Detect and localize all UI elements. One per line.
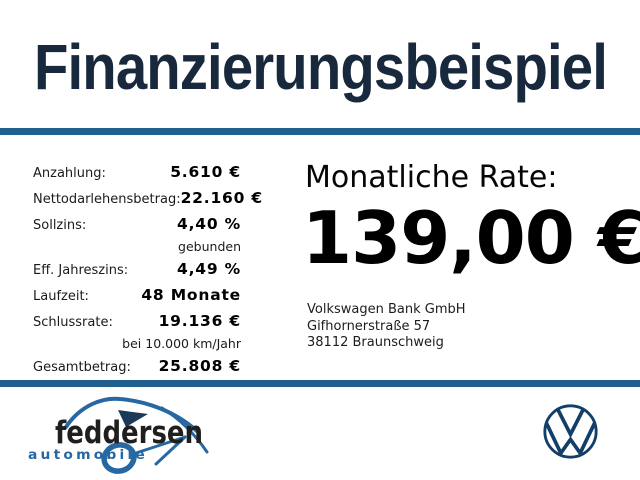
finance-value: 5.610 €	[170, 163, 241, 181]
bank-address: Volkswagen Bank GmbH Gifhornerstraße 57 …	[307, 302, 466, 352]
finance-subvalue: gebunden	[178, 239, 241, 254]
finance-row: Anzahlung: 5.610 €	[33, 163, 241, 183]
dealer-subtitle: automobile	[28, 448, 148, 463]
finance-row: Sollzins: 4,40 %	[33, 215, 241, 235]
finance-row: Laufzeit: 48 Monate	[33, 286, 241, 306]
bank-city: 38112 Braunschweig	[307, 335, 444, 350]
finance-label: Nettodarlehensbetrag:	[33, 192, 181, 207]
finance-value: 48 Monate	[141, 286, 241, 304]
car-sketch-icon: feddersen automobile	[28, 396, 209, 474]
finance-value: 4,40 %	[177, 215, 241, 233]
finance-row: Schlussrate: 19.136 €	[33, 312, 241, 332]
bank-street: Gifhornerstraße 57	[307, 318, 431, 334]
page-title: Finanzierungsbeispiel	[34, 31, 608, 103]
divider-top	[0, 128, 640, 135]
finance-label: Gesamtbetrag:	[33, 360, 131, 375]
finance-label: Laufzeit:	[33, 289, 89, 304]
finance-value: 19.136 €	[158, 312, 241, 330]
finance-row: Nettodarlehensbetrag: 22.160 €	[33, 189, 262, 209]
finance-label: Eff. Jahreszins:	[33, 263, 129, 278]
monthly-rate-label: Monatliche Rate:	[305, 160, 558, 195]
finance-label: Anzahlung:	[33, 166, 106, 181]
finance-value: 22.160 €	[180, 189, 263, 207]
monthly-rate-value: 139,00 €	[302, 196, 640, 280]
finance-subvalue: bei 10.000 km/Jahr	[122, 336, 241, 351]
bank-name: Volkswagen Bank GmbH	[307, 302, 466, 317]
dealer-logo: feddersen automobile	[22, 392, 242, 480]
finance-label: Sollzins:	[33, 218, 87, 233]
finance-value: 4,49 %	[177, 260, 241, 278]
divider-bottom	[0, 380, 640, 387]
vw-logo-icon	[542, 403, 599, 460]
finance-table: Anzahlung: 5.610 € Nettodarlehensbetrag:…	[33, 163, 262, 383]
finance-label: Schlussrate:	[33, 315, 113, 330]
vw-roundel-icon	[543, 404, 598, 459]
finance-value: 25.808 €	[158, 357, 241, 375]
finance-row: Eff. Jahreszins: 4,49 %	[33, 260, 241, 280]
finance-row: Gesamtbetrag: 25.808 €	[33, 357, 241, 377]
dealer-name: feddersen	[55, 415, 203, 451]
